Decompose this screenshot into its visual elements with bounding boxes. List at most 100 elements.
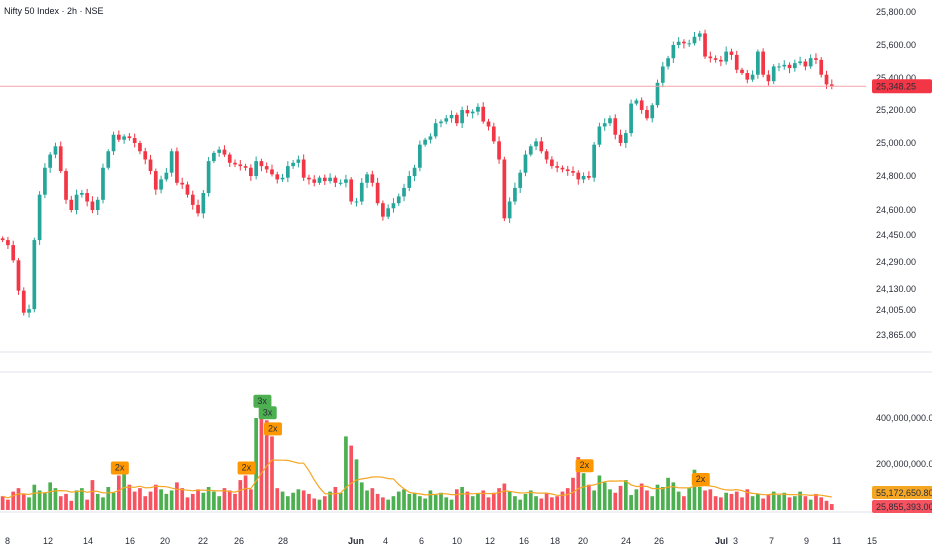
candle-body[interactable]: [777, 66, 781, 68]
candle-body[interactable]: [454, 114, 459, 124]
candle-body[interactable]: [476, 106, 480, 112]
candle-body[interactable]: [90, 201, 95, 211]
volume-bar[interactable]: [513, 496, 517, 510]
candle-body[interactable]: [444, 118, 449, 122]
volume-bar[interactable]: [481, 490, 486, 510]
candle-body[interactable]: [819, 59, 824, 75]
volume-bar[interactable]: [169, 490, 174, 510]
candle-body[interactable]: [634, 100, 639, 104]
candle-body[interactable]: [296, 159, 301, 163]
volume-bar[interactable]: [185, 497, 190, 510]
volume-bar[interactable]: [111, 492, 116, 510]
candle-body[interactable]: [359, 182, 364, 202]
volume-bar[interactable]: [713, 496, 718, 510]
volume-bar[interactable]: [16, 488, 21, 510]
volume-bar[interactable]: [708, 489, 713, 510]
candle-body[interactable]: [11, 245, 16, 261]
volume-bar[interactable]: [560, 491, 565, 510]
candle-body[interactable]: [523, 154, 528, 173]
volume-bar[interactable]: [486, 497, 491, 510]
candle-body[interactable]: [0, 238, 5, 241]
volume-bar[interactable]: [703, 490, 707, 510]
candle-body[interactable]: [407, 176, 412, 188]
volume-bar[interactable]: [21, 493, 26, 510]
candle-body[interactable]: [460, 110, 464, 124]
candle-body[interactable]: [449, 114, 454, 119]
candle-body[interactable]: [439, 121, 443, 124]
candle-body[interactable]: [301, 159, 306, 178]
volume-bar[interactable]: [243, 475, 248, 511]
volume-bar[interactable]: [803, 496, 808, 510]
candle-body[interactable]: [771, 66, 776, 82]
volume-bar[interactable]: [333, 487, 338, 510]
candle-body[interactable]: [111, 134, 116, 152]
volume-bar[interactable]: [523, 493, 528, 510]
volume-bar[interactable]: [275, 488, 280, 510]
volume-bar[interactable]: [164, 493, 169, 510]
candle-body[interactable]: [222, 149, 227, 155]
volume-bar[interactable]: [280, 491, 285, 510]
candle-body[interactable]: [43, 167, 47, 195]
volume-bar[interactable]: [671, 482, 676, 510]
candle-body[interactable]: [650, 105, 655, 119]
volume-bar[interactable]: [85, 499, 89, 510]
candle-body[interactable]: [534, 141, 538, 147]
candle-body[interactable]: [814, 58, 818, 60]
volume-bar[interactable]: [90, 480, 95, 510]
candle-body[interactable]: [391, 203, 396, 209]
volume-bar[interactable]: [792, 496, 797, 510]
candle-body[interactable]: [571, 171, 575, 173]
volume-bar[interactable]: [132, 491, 137, 510]
candle-body[interactable]: [312, 179, 317, 183]
candle-body[interactable]: [412, 167, 417, 176]
candle-body[interactable]: [101, 167, 105, 200]
candle-body[interactable]: [322, 177, 327, 182]
volume-bar[interactable]: [370, 488, 375, 510]
candle-body[interactable]: [608, 118, 612, 124]
volume-bar[interactable]: [233, 493, 237, 510]
volume-bar[interactable]: [359, 482, 364, 510]
volume-bar[interactable]: [37, 490, 42, 510]
candle-body[interactable]: [365, 174, 369, 183]
volume-bar[interactable]: [518, 499, 523, 510]
candle-body[interactable]: [581, 176, 586, 180]
candle-body[interactable]: [756, 51, 760, 75]
candle-body[interactable]: [238, 164, 243, 167]
volume-bar[interactable]: [365, 490, 369, 510]
candle-body[interactable]: [623, 133, 628, 143]
volume-bar[interactable]: [53, 488, 58, 510]
volume-bar[interactable]: [402, 489, 406, 510]
volume-bar[interactable]: [449, 499, 454, 510]
candle-body[interactable]: [201, 193, 206, 214]
volume-bar[interactable]: [608, 489, 612, 510]
volume-bar[interactable]: [771, 491, 776, 510]
volume-bar[interactable]: [6, 499, 10, 510]
candle-body[interactable]: [285, 166, 290, 178]
candle-body[interactable]: [560, 167, 565, 170]
volume-bar[interactable]: [629, 495, 633, 510]
candle-body[interactable]: [671, 45, 676, 59]
volume-bar[interactable]: [317, 499, 322, 510]
candle-body[interactable]: [613, 118, 618, 135]
volume-bar[interactable]: [655, 484, 660, 510]
volume-bar[interactable]: [32, 484, 37, 510]
candle-body[interactable]: [116, 134, 121, 140]
candle-body[interactable]: [539, 141, 544, 152]
volume-bar[interactable]: [217, 496, 222, 510]
volume-bar[interactable]: [750, 496, 755, 510]
candle-body[interactable]: [782, 64, 787, 67]
candle-body[interactable]: [344, 179, 348, 183]
candle-body[interactable]: [280, 177, 285, 180]
candle-body[interactable]: [48, 154, 53, 168]
candle-body[interactable]: [708, 56, 713, 59]
volume-bar[interactable]: [576, 457, 581, 510]
volume-bar[interactable]: [602, 482, 607, 510]
volume-bar[interactable]: [412, 492, 417, 510]
candle-body[interactable]: [565, 169, 570, 172]
volume-bar[interactable]: [697, 487, 702, 510]
volume-bar[interactable]: [497, 488, 501, 510]
candle-body[interactable]: [169, 151, 174, 173]
volume-bar[interactable]: [391, 496, 396, 510]
volume-bar[interactable]: [58, 496, 63, 510]
candle-body[interactable]: [666, 58, 670, 67]
